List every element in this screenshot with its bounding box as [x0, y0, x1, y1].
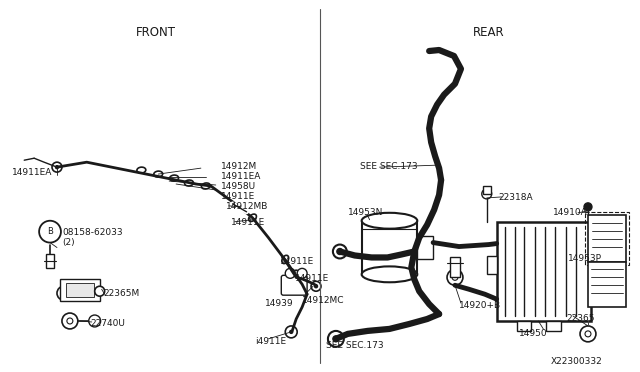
- FancyBboxPatch shape: [282, 275, 307, 295]
- Text: FRONT: FRONT: [136, 26, 176, 39]
- Circle shape: [584, 203, 592, 211]
- Circle shape: [447, 269, 463, 285]
- Text: 14939: 14939: [266, 299, 294, 308]
- Text: 14911EA: 14911EA: [221, 172, 261, 181]
- Circle shape: [62, 313, 78, 329]
- Ellipse shape: [184, 180, 193, 186]
- Text: REAR: REAR: [473, 26, 504, 39]
- Text: 14911E: 14911E: [230, 218, 265, 227]
- Bar: [516, 321, 531, 331]
- Bar: [362, 221, 417, 275]
- Text: X22300332: X22300332: [550, 357, 602, 366]
- Text: SEE SEC.173: SEE SEC.173: [360, 162, 417, 171]
- Text: 14911E: 14911E: [221, 192, 255, 201]
- Bar: [547, 321, 561, 331]
- Ellipse shape: [137, 167, 146, 173]
- Text: SEE SEC.173: SEE SEC.173: [326, 341, 383, 350]
- Circle shape: [314, 285, 317, 288]
- Ellipse shape: [202, 183, 211, 189]
- Bar: [487, 256, 497, 274]
- Text: 14950: 14950: [518, 329, 547, 338]
- Bar: [450, 257, 460, 277]
- Ellipse shape: [154, 171, 163, 177]
- Text: 22740U: 22740U: [91, 319, 125, 328]
- Circle shape: [585, 331, 591, 337]
- Text: 14912MC: 14912MC: [302, 296, 344, 305]
- Bar: [66, 283, 93, 297]
- Circle shape: [39, 221, 61, 243]
- Ellipse shape: [362, 266, 417, 282]
- Text: 14920+B: 14920+B: [459, 301, 501, 310]
- Text: 14912M: 14912M: [221, 162, 257, 171]
- Text: 14953N: 14953N: [348, 208, 383, 217]
- Circle shape: [67, 318, 73, 324]
- Text: 14911E: 14911E: [280, 257, 314, 266]
- Text: 22318A: 22318A: [499, 193, 533, 202]
- Text: 08158-62033: 08158-62033: [62, 228, 123, 237]
- Circle shape: [580, 326, 596, 342]
- Circle shape: [328, 331, 344, 347]
- Text: 14958U: 14958U: [221, 182, 256, 191]
- Circle shape: [333, 336, 339, 342]
- Circle shape: [95, 286, 104, 296]
- Text: 14910A: 14910A: [553, 208, 588, 217]
- Ellipse shape: [282, 255, 289, 264]
- Text: (2): (2): [62, 238, 75, 247]
- Circle shape: [333, 244, 347, 259]
- Circle shape: [56, 166, 58, 169]
- Text: B: B: [47, 227, 53, 236]
- Circle shape: [297, 268, 307, 278]
- Text: i4911E: i4911E: [255, 337, 287, 346]
- Text: 22365M: 22365M: [104, 289, 140, 298]
- Ellipse shape: [170, 175, 179, 181]
- Text: 14911E: 14911E: [295, 274, 330, 283]
- Ellipse shape: [248, 214, 257, 221]
- Bar: [588, 262, 626, 307]
- Bar: [497, 222, 591, 321]
- Circle shape: [290, 330, 292, 333]
- Bar: [60, 279, 100, 301]
- Text: 14911EA: 14911EA: [12, 168, 52, 177]
- Bar: [588, 215, 626, 262]
- Bar: [483, 186, 491, 194]
- Ellipse shape: [362, 213, 417, 229]
- Text: 14912MB: 14912MB: [226, 202, 268, 211]
- Circle shape: [61, 290, 67, 296]
- Circle shape: [337, 248, 343, 254]
- Circle shape: [89, 315, 100, 327]
- Circle shape: [452, 274, 458, 280]
- Text: 14953P: 14953P: [568, 254, 602, 263]
- Text: 22365: 22365: [566, 314, 595, 323]
- Circle shape: [57, 286, 71, 300]
- Circle shape: [482, 189, 492, 199]
- Bar: [46, 254, 54, 268]
- Bar: [585, 212, 628, 265]
- Bar: [417, 235, 433, 259]
- Circle shape: [285, 268, 295, 278]
- Ellipse shape: [292, 270, 299, 279]
